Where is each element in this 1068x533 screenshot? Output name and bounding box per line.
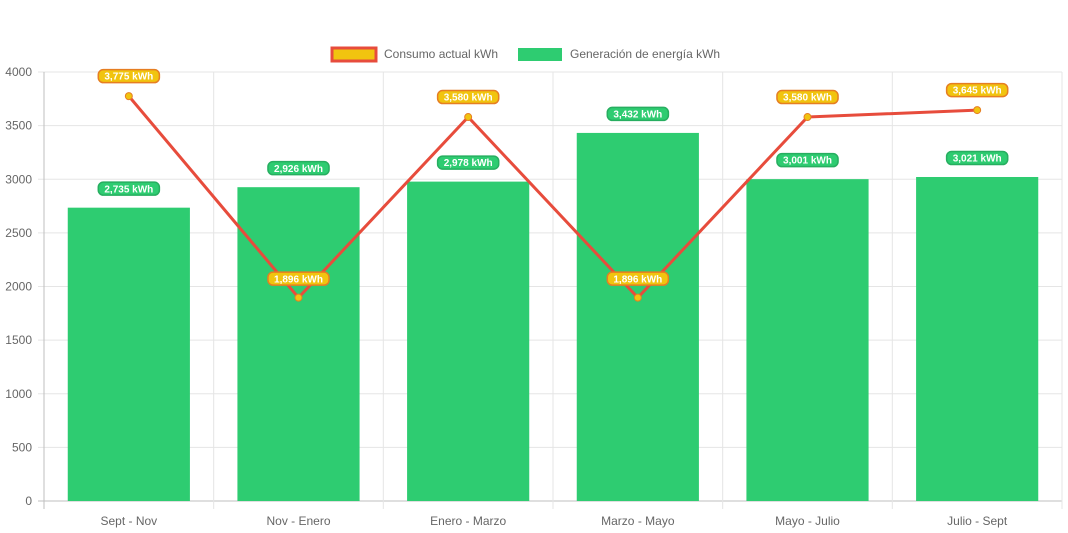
bar-data-label-badge: [97, 181, 161, 196]
bar-data-label: 3,021 kWh: [953, 154, 1002, 165]
bar-data-label-badge: [776, 152, 839, 168]
bar-data-label-badge: [267, 160, 330, 176]
line-series: [124, 92, 982, 302]
y-tick-label: 500: [12, 440, 32, 454]
line-data-label: 1,896 kWh: [274, 274, 323, 285]
line-data-label-badge: [97, 68, 161, 84]
line-data-label-badge: [945, 82, 1009, 98]
line-point: [803, 113, 812, 122]
line-data-label-badge: [436, 89, 500, 105]
x-tick-label: Marzo - Mayo: [601, 514, 675, 528]
line-path: [127, 95, 978, 300]
data-labels: 2,735 kWh 2,926 kWh 2,978 kWh 3,432 kWh 3,00…: [97, 68, 1009, 286]
line-data-label: 3,580 kWh: [444, 93, 493, 104]
bar-data-label: 2,978 kWh: [444, 158, 493, 169]
x-tick-label: Enero - Marzo: [430, 514, 506, 528]
bar: [67, 207, 190, 501]
gridlines: [38, 71, 1063, 509]
y-tick-label: 3000: [5, 172, 32, 186]
line-point: [973, 106, 982, 115]
x-tick-label: Julio - Sept: [947, 514, 1008, 528]
line-data-label: 3,645 kWh: [953, 86, 1002, 97]
y-tick-label: 0: [25, 494, 32, 508]
line-data-label: 3,775 kWh: [104, 72, 153, 83]
line-data-label-badge: [267, 271, 330, 286]
y-tick-label: 1500: [5, 333, 32, 347]
bar-series: [67, 132, 1039, 502]
x-tick-label: Mayo - Julio: [775, 514, 840, 528]
x-tick-label: Nov - Enero: [266, 514, 330, 528]
x-axis: Sept - Nov Nov - Enero Enero - Marzo Marzo …: [100, 514, 1007, 528]
legend-label-generacion: Generación de energía kWh: [570, 47, 720, 61]
bar-data-label: 2,926 kWh: [274, 164, 323, 175]
line-point: [124, 92, 133, 101]
line-data-label: 3,580 kWh: [783, 93, 832, 104]
y-tick-label: 2500: [5, 226, 32, 240]
bar-data-label: 3,001 kWh: [783, 156, 832, 167]
bar: [576, 132, 699, 501]
line-point: [294, 293, 303, 302]
bar: [746, 179, 869, 501]
bar-data-label-badge: [945, 150, 1009, 166]
line-data-label-badge: [776, 89, 839, 105]
bar-data-label: 2,735 kWh: [104, 184, 153, 195]
y-tick-label: 1000: [5, 387, 32, 401]
bar-data-label: 3,432 kWh: [613, 110, 662, 121]
bar: [237, 187, 360, 501]
y-tick-label: 3500: [5, 119, 32, 133]
line-data-label: 1,896 kWh: [613, 274, 662, 285]
y-tick-label: 2000: [5, 280, 32, 294]
legend-swatch-consumo: [330, 46, 378, 63]
legend-swatch-generacion: [518, 48, 562, 61]
legend: Consumo actual kWh Generación de energía …: [330, 46, 720, 63]
y-tick-label: 4000: [5, 65, 32, 79]
bar-data-label-badge: [436, 155, 500, 170]
line-point: [633, 293, 642, 302]
bar: [916, 176, 1039, 502]
line-point: [464, 113, 473, 122]
line-data-label-badge: [606, 271, 670, 286]
bar-data-label-badge: [606, 106, 670, 122]
legend-label-consumo: Consumo actual kWh: [384, 47, 498, 61]
x-tick-label: Sept - Nov: [100, 514, 157, 528]
bar: [407, 181, 530, 501]
y-axis: 0 500 1000 1500 2000 2500 3000 3500 4000: [5, 65, 32, 508]
